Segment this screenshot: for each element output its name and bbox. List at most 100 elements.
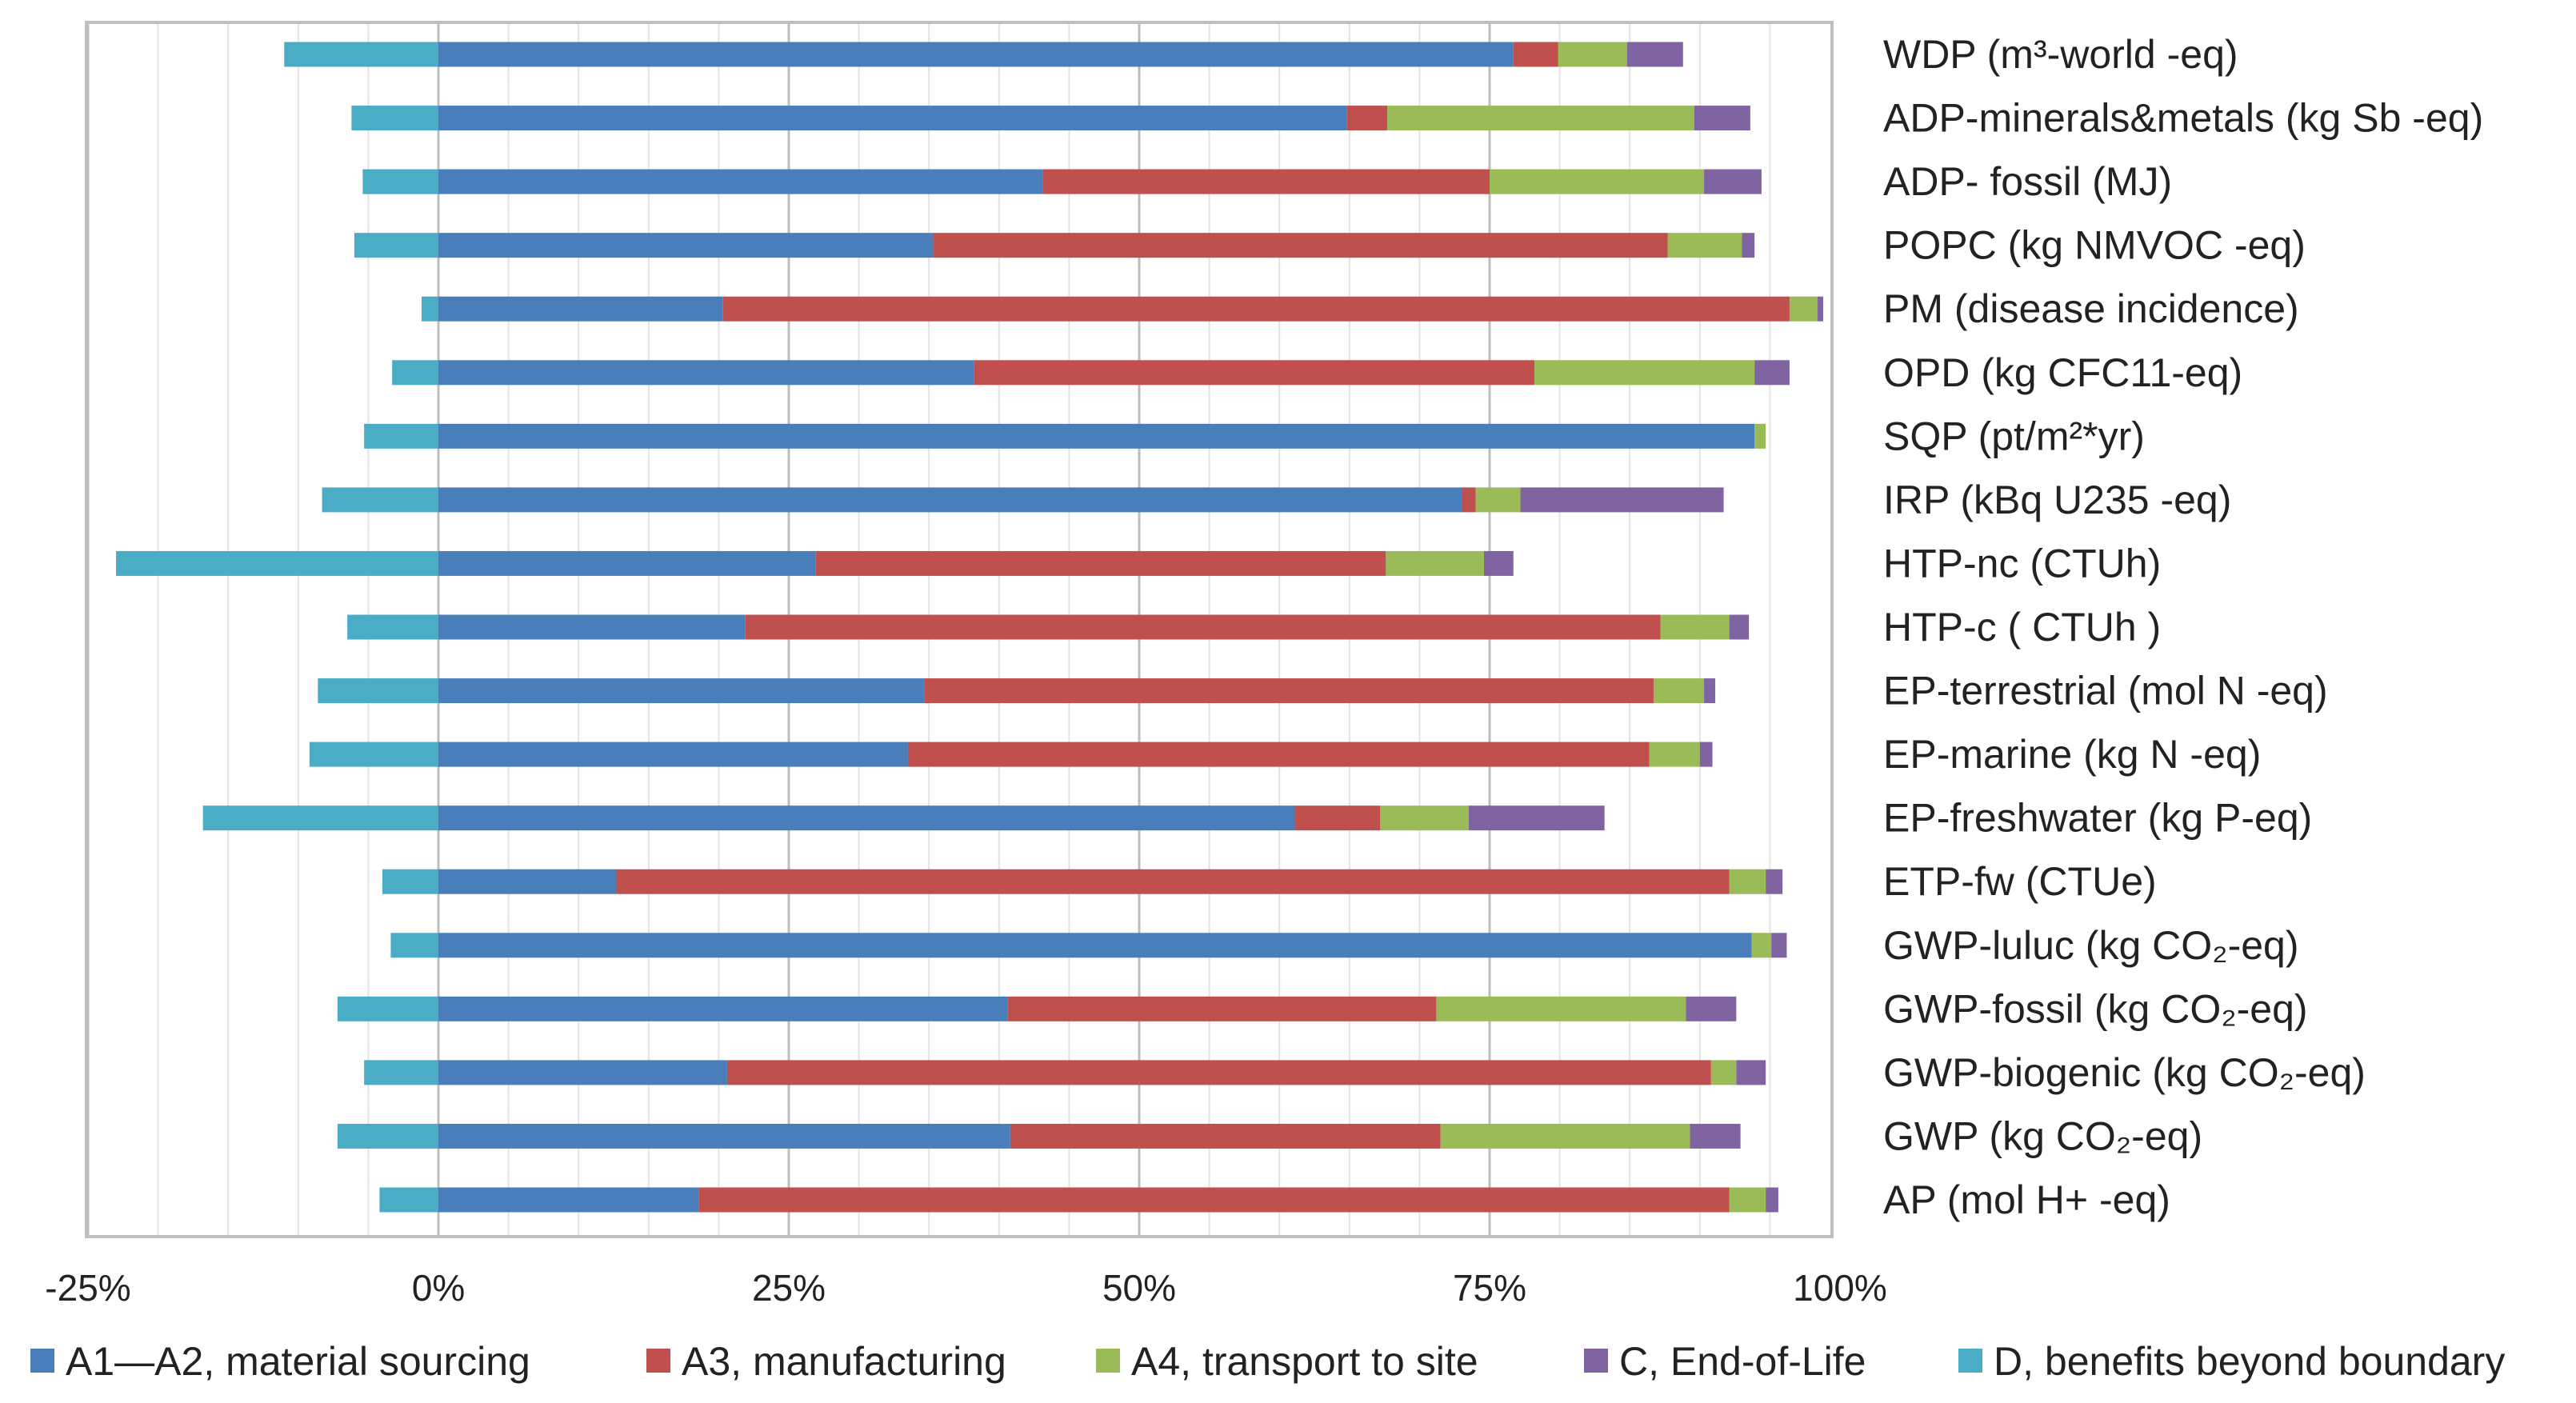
bar-segment — [924, 678, 1654, 704]
legend: A1—A2, material sourcing A3, manufacturin… — [30, 1339, 2505, 1384]
bar-segment — [1771, 933, 1787, 958]
category-label: GWP (kg CO₂-eq) — [1883, 1113, 2202, 1158]
bar-segment — [1710, 1060, 1737, 1085]
bar-segment — [202, 805, 438, 831]
bar-segment — [1699, 741, 1713, 767]
category-label: PM (disease incidence) — [1883, 286, 2299, 331]
bar-segment — [438, 296, 723, 322]
bar-segment — [1468, 805, 1605, 831]
bar-segment — [616, 869, 1730, 894]
bar-segment — [1387, 106, 1694, 131]
category-label: GWP-luluc (kg CO₂-eq) — [1883, 923, 2298, 968]
bar-segment — [392, 360, 438, 386]
bar-segment — [1520, 487, 1724, 513]
x-tick-label: -25% — [45, 1267, 130, 1309]
bar-segment — [1534, 360, 1755, 386]
category-label: IRP (kBq U235 -eq) — [1883, 478, 2231, 522]
bar-segment — [1653, 678, 1705, 704]
bar-segment — [1436, 996, 1686, 1021]
bar-segment — [933, 233, 1668, 258]
bar-segment — [1440, 1123, 1690, 1149]
bar-segment — [1513, 42, 1558, 67]
legend-label: A3, manufacturing — [682, 1339, 1006, 1384]
bar-segment — [1346, 106, 1388, 131]
bar-segment — [1042, 169, 1490, 194]
bar-segment — [438, 550, 816, 576]
bar-segment — [438, 614, 746, 640]
bar-segment — [1736, 1060, 1766, 1085]
bar-segment — [1751, 933, 1772, 958]
category-label: GWP-fossil (kg CO₂-eq) — [1883, 986, 2308, 1031]
category-label: ETP-fw (CTUe) — [1883, 859, 2157, 904]
legend-swatch — [30, 1349, 54, 1373]
category-label: HTP-c ( CTUh ) — [1883, 605, 2161, 650]
bar-segment — [745, 614, 1661, 640]
legend-swatch — [646, 1349, 670, 1373]
bar-segment — [438, 869, 617, 894]
legend-label: C, End-of-Life — [1619, 1339, 1866, 1384]
bar-segment — [974, 360, 1535, 386]
bar-segment — [318, 678, 438, 704]
bar-segment — [1704, 678, 1716, 704]
bar-segment — [438, 423, 1755, 449]
bar-segment — [438, 933, 1752, 958]
bar-segment — [438, 487, 1462, 513]
bar-segment — [1742, 233, 1755, 258]
category-label: POPC (kg NMVOC -eq) — [1883, 223, 2306, 268]
bar-segment — [438, 1187, 699, 1213]
category-label: SQP (pt/m²*yr) — [1883, 414, 2145, 458]
bar-segment — [438, 996, 1008, 1021]
legend-swatch — [1958, 1349, 1982, 1373]
bar-segment — [1649, 741, 1700, 767]
bar-segment — [1754, 360, 1790, 386]
category-label: WDP (m³-world -eq) — [1883, 32, 2238, 77]
bar-segment — [1690, 1123, 1741, 1149]
category-label: OPD (kg CFC11-eq) — [1883, 350, 2242, 395]
bar-segment — [1686, 996, 1737, 1021]
x-tick-label: 75% — [1453, 1267, 1526, 1309]
category-label: EP-freshwater (kg P-eq) — [1883, 796, 2312, 841]
bar-segment — [1558, 42, 1627, 67]
bar-segment — [1694, 106, 1750, 131]
bar-segment — [284, 42, 438, 67]
bar-segment — [438, 106, 1347, 131]
bar-segment — [362, 169, 438, 194]
x-tick-label: 50% — [1102, 1267, 1176, 1309]
bar-segment — [322, 487, 438, 513]
bar-segment — [1475, 487, 1521, 513]
bar-segment — [1294, 805, 1381, 831]
bar-segment — [1766, 1187, 1778, 1213]
bar-segment — [1729, 1187, 1766, 1213]
bar-segment — [907, 741, 1650, 767]
category-label: ADP-minerals&metals (kg Sb -eq) — [1883, 96, 2483, 141]
bar-segment — [1789, 296, 1818, 322]
bar-segment — [1704, 169, 1762, 194]
bar-segment — [1729, 869, 1766, 894]
category-label: EP-marine (kg N -eq) — [1883, 732, 2261, 777]
category-label: EP-terrestrial (mol N -eq) — [1883, 669, 2328, 713]
category-label: ADP- fossil (MJ) — [1883, 159, 2172, 204]
bar-segment — [438, 741, 908, 767]
bar-segment — [438, 1123, 1010, 1149]
bar-segment — [1667, 233, 1742, 258]
x-tick-label: 100% — [1793, 1267, 1887, 1309]
bar-segment — [1386, 550, 1484, 576]
bar-segment — [1007, 996, 1437, 1021]
x-axis-tick-labels: -25% 0% 25% 50% 75% 100% — [45, 1267, 1887, 1309]
bar-segment — [1483, 550, 1514, 576]
bar-segment — [1626, 42, 1683, 67]
bar-segment — [438, 42, 1514, 67]
legend-swatch — [1096, 1349, 1120, 1373]
bar-segment — [116, 550, 439, 576]
bar-segment — [1766, 869, 1783, 894]
bar-segment — [1380, 805, 1469, 831]
bar-segment — [354, 233, 438, 258]
legend-label: A1—A2, material sourcing — [66, 1339, 530, 1384]
bar-segment — [337, 996, 438, 1021]
x-tick-label: 0% — [412, 1267, 465, 1309]
bar-segment — [390, 933, 438, 958]
bar-segment — [1817, 296, 1823, 322]
category-label: AP (mol H+ -eq) — [1883, 1177, 2170, 1222]
bar-segment — [1490, 169, 1705, 194]
